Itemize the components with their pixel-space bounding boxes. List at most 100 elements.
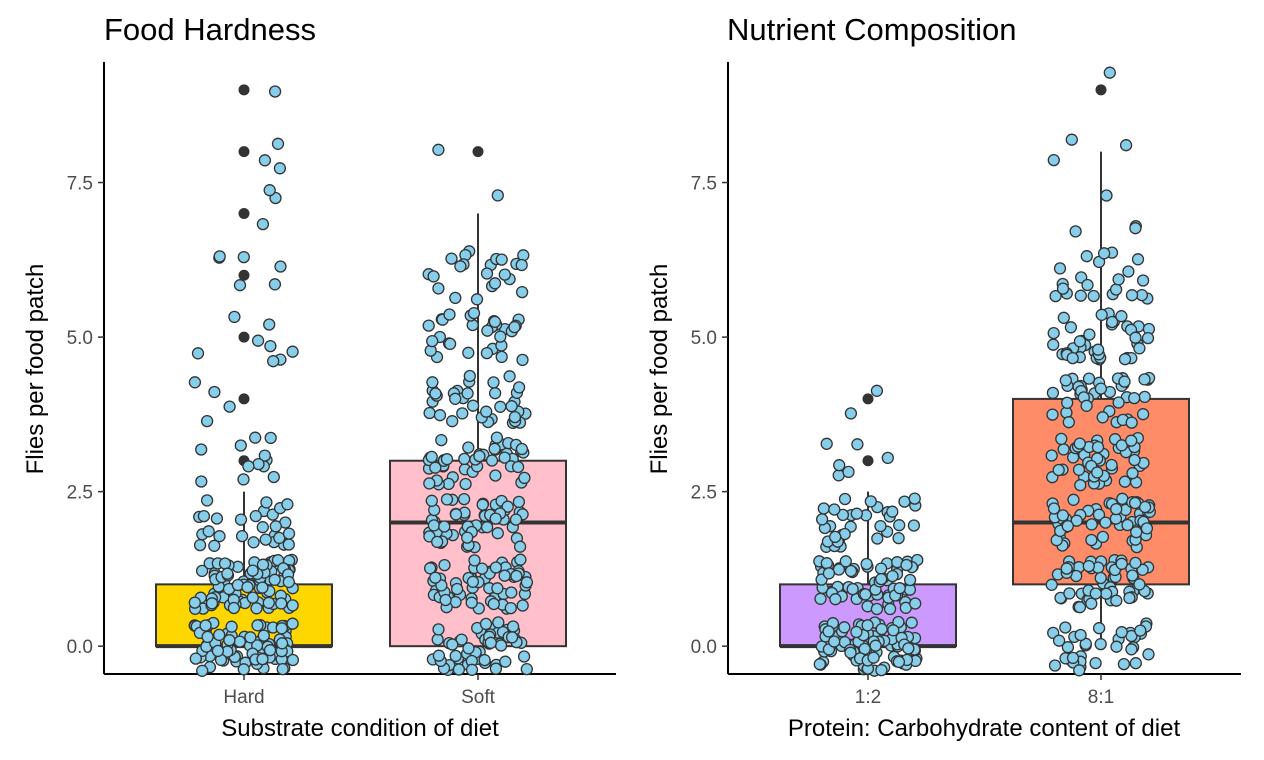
jitter-point xyxy=(480,346,494,360)
jitter-point xyxy=(893,582,906,595)
box-8:1 xyxy=(1012,397,1190,586)
jitter-point xyxy=(518,471,531,485)
jitter-point xyxy=(263,318,276,331)
jitter-point xyxy=(191,347,205,360)
jitter-point xyxy=(871,532,884,545)
jitter-point xyxy=(1129,657,1142,670)
jitter-point xyxy=(476,498,489,511)
jitter-point xyxy=(1109,283,1123,296)
jitter-point xyxy=(446,415,459,428)
jitter-point xyxy=(446,638,459,651)
panel-title: Nutrient Composition xyxy=(727,12,1016,47)
jitter-point xyxy=(256,558,270,571)
jitter-point xyxy=(423,562,437,575)
jitter-point xyxy=(249,509,262,523)
jitter-point xyxy=(498,451,511,464)
outlier-point xyxy=(472,146,484,158)
jitter-point xyxy=(829,593,842,606)
jitter-point xyxy=(907,519,921,532)
jitter-point xyxy=(893,519,906,532)
jitter-point xyxy=(273,162,287,175)
jitter-point xyxy=(495,253,508,266)
jitter-point xyxy=(822,567,836,580)
jitter-point xyxy=(494,400,507,413)
jitter-point xyxy=(199,619,212,632)
jitter-point xyxy=(468,554,481,567)
jitter-point xyxy=(233,279,247,292)
jitter-point xyxy=(1070,514,1083,527)
jitter-point xyxy=(886,569,899,583)
jitter-point xyxy=(1121,518,1134,532)
jitter-point xyxy=(258,449,271,462)
jitter-point xyxy=(1094,637,1107,651)
jitter-point xyxy=(1091,466,1104,479)
jitter-point xyxy=(475,562,489,575)
jitter-point xyxy=(1073,601,1087,614)
outlier-point xyxy=(238,207,250,219)
jitter-point xyxy=(268,85,282,98)
x-axis-title: Protein: Carbohydrate content of diet xyxy=(788,715,1181,742)
jitter-point xyxy=(1118,375,1131,388)
jitter-point xyxy=(515,258,528,272)
box-Soft xyxy=(389,459,567,648)
outlier-point xyxy=(1095,84,1107,96)
jitter-point xyxy=(438,520,451,533)
jitter-point xyxy=(1116,492,1129,505)
jitter-point xyxy=(218,557,232,570)
jitter-point xyxy=(489,561,503,574)
jitter-point xyxy=(1082,372,1096,385)
jitter-point xyxy=(188,376,202,389)
jitter-point xyxy=(1062,416,1075,429)
jitter-point xyxy=(1103,66,1116,79)
jitter-point xyxy=(195,443,208,456)
jitter-point xyxy=(1126,569,1139,582)
jitter-point xyxy=(1072,463,1086,476)
jitter-point xyxy=(246,591,259,604)
jitter-point xyxy=(188,596,201,609)
jitter-point xyxy=(1056,509,1070,522)
jitter-point xyxy=(508,320,521,334)
jitter-point xyxy=(1073,664,1086,677)
jitter-point xyxy=(520,662,533,676)
jitter-point xyxy=(1097,247,1111,260)
jitter-point xyxy=(213,250,226,263)
jitter-point xyxy=(828,635,841,648)
jitter-point xyxy=(905,616,918,629)
jitter-point xyxy=(256,521,269,534)
jitter-point xyxy=(864,495,877,508)
jitter-point xyxy=(861,619,874,632)
jitter-point xyxy=(479,617,493,631)
jitter-point xyxy=(422,319,435,332)
jitter-point xyxy=(1095,308,1108,321)
jitter-point xyxy=(286,653,300,667)
outlier-point xyxy=(238,269,250,281)
jitter-point xyxy=(514,553,527,566)
jitter-point xyxy=(233,635,246,648)
jitter-point xyxy=(1056,282,1070,295)
x-axis-title: Substrate condition of diet xyxy=(221,715,499,742)
jitter-point xyxy=(445,252,458,265)
jitter-point xyxy=(1096,530,1110,544)
jitter-point xyxy=(494,639,508,652)
jitter-point xyxy=(505,631,519,644)
jitter-point xyxy=(1138,390,1151,404)
jitter-point xyxy=(241,581,254,594)
jitter-point xyxy=(267,470,280,484)
jitter-point xyxy=(435,433,448,447)
plot-area: 0.0 2.5 5.0 7.5 Hard Soft xyxy=(67,62,616,708)
jitter-point xyxy=(509,513,523,526)
jitter-point xyxy=(828,503,841,516)
jitter-point xyxy=(1045,578,1058,591)
jitter-point xyxy=(208,385,221,399)
jitter-point xyxy=(1091,440,1105,454)
jitter-point xyxy=(260,496,273,509)
jitter-point xyxy=(898,495,911,508)
jitter-point xyxy=(246,564,259,577)
jitter-point xyxy=(484,636,497,649)
jitter-point xyxy=(281,498,294,511)
jitter-point xyxy=(511,460,525,474)
jitter-point xyxy=(1047,338,1060,351)
jitter-point xyxy=(251,619,264,632)
jitter-point xyxy=(487,376,500,389)
jitter-point xyxy=(267,355,280,368)
